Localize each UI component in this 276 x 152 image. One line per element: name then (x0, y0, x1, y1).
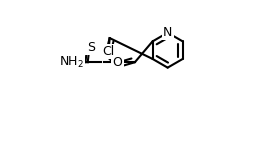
Text: N: N (163, 26, 172, 39)
Text: NH$_2$: NH$_2$ (59, 55, 84, 70)
Text: Cl: Cl (102, 45, 114, 58)
Text: S: S (87, 41, 95, 54)
Text: O: O (112, 56, 122, 69)
